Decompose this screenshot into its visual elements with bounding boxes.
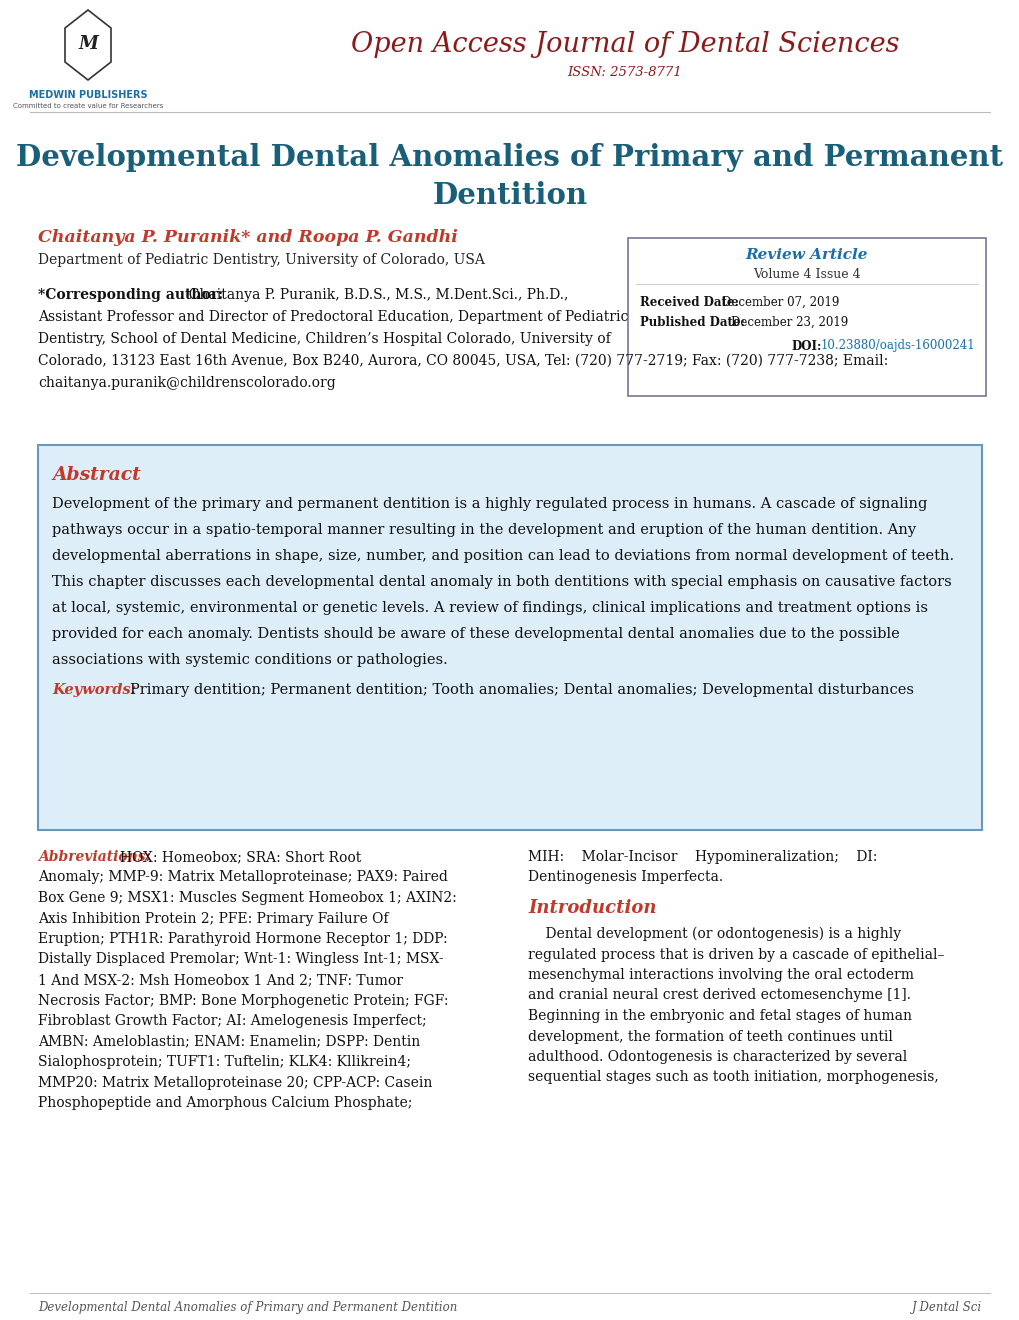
Text: Necrosis Factor; BMP: Bone Morphogenetic Protein; FGF:: Necrosis Factor; BMP: Bone Morphogenetic… <box>38 994 448 1007</box>
Text: ISSN: 2573-8771: ISSN: 2573-8771 <box>568 66 682 78</box>
Text: Sialophosprotein; TUFT1: Tuftelin; KLK4: Kllikrein4;: Sialophosprotein; TUFT1: Tuftelin; KLK4:… <box>38 1055 411 1069</box>
Text: Axis Inhibition Protein 2; PFE: Primary Failure Of: Axis Inhibition Protein 2; PFE: Primary … <box>38 912 388 925</box>
Text: adulthood. Odontogenesis is characterized by several: adulthood. Odontogenesis is characterize… <box>528 1049 906 1064</box>
Text: MIH:    Molar-Incisor    Hypomineralization;    DI:: MIH: Molar-Incisor Hypomineralization; D… <box>528 850 876 865</box>
Text: Development of the primary and permanent dentition is a highly regulated process: Development of the primary and permanent… <box>52 498 926 511</box>
Text: associations with systemic conditions or pathologies.: associations with systemic conditions or… <box>52 653 447 667</box>
Text: Distally Displaced Premolar; Wnt-1: Wingless Int-1; MSX-: Distally Displaced Premolar; Wnt-1: Wing… <box>38 953 443 966</box>
Text: Review Article: Review Article <box>745 248 867 261</box>
Text: 10.23880/oajds-16000241: 10.23880/oajds-16000241 <box>820 339 974 352</box>
Text: Received Date:: Received Date: <box>639 296 738 309</box>
FancyBboxPatch shape <box>38 445 981 830</box>
Text: Chaitanya P. Puranik* and Roopa P. Gandhi: Chaitanya P. Puranik* and Roopa P. Gandh… <box>38 230 458 247</box>
Text: chaitanya.puranik@childrenscolorado.org: chaitanya.puranik@childrenscolorado.org <box>38 376 335 389</box>
Text: MEDWIN PUBLISHERS: MEDWIN PUBLISHERS <box>29 90 147 100</box>
Text: pathways occur in a spatio-temporal manner resulting in the development and erup: pathways occur in a spatio-temporal mann… <box>52 523 915 537</box>
Text: Anomaly; MMP-9: Matrix Metalloproteinase; PAX9: Paired: Anomaly; MMP-9: Matrix Metalloproteinase… <box>38 870 447 884</box>
Text: Department of Pediatric Dentistry, University of Colorado, USA: Department of Pediatric Dentistry, Unive… <box>38 253 484 267</box>
Text: DOI:: DOI: <box>791 339 821 352</box>
Text: Published Date:: Published Date: <box>639 315 744 329</box>
Text: at local, systemic, environmental or genetic levels. A review of findings, clini: at local, systemic, environmental or gen… <box>52 601 927 615</box>
Text: Phosphopeptide and Amorphous Calcium Phosphate;: Phosphopeptide and Amorphous Calcium Pho… <box>38 1096 412 1110</box>
Text: sequential stages such as tooth initiation, morphogenesis,: sequential stages such as tooth initiati… <box>528 1071 937 1085</box>
Text: AMBN: Ameloblastin; ENAM: Enamelin; DSPP: Dentin: AMBN: Ameloblastin; ENAM: Enamelin; DSPP… <box>38 1035 420 1048</box>
Text: Volume 4 Issue 4: Volume 4 Issue 4 <box>752 268 860 281</box>
Text: developmental aberrations in shape, size, number, and position can lead to devia: developmental aberrations in shape, size… <box>52 549 953 564</box>
Text: HOX: Homeobox; SRA: Short Root: HOX: Homeobox; SRA: Short Root <box>120 850 361 865</box>
Text: Committed to create value for Researchers: Committed to create value for Researcher… <box>13 103 163 110</box>
Text: Assistant Professor and Director of Predoctoral Education, Department of Pediatr: Assistant Professor and Director of Pred… <box>38 310 628 323</box>
Text: and cranial neural crest derived ectomesenchyme [1].: and cranial neural crest derived ectomes… <box>528 989 910 1002</box>
Text: development, the formation of teeth continues until: development, the formation of teeth cont… <box>528 1030 892 1044</box>
Text: Dental development (or odontogenesis) is a highly: Dental development (or odontogenesis) is… <box>528 927 900 941</box>
Text: Abbreviations:: Abbreviations: <box>38 850 151 865</box>
Text: Keywords:: Keywords: <box>52 682 136 697</box>
Text: Beginning in the embryonic and fetal stages of human: Beginning in the embryonic and fetal sta… <box>528 1008 911 1023</box>
Text: provided for each anomaly. Dentists should be aware of these developmental denta: provided for each anomaly. Dentists shou… <box>52 627 899 642</box>
Text: regulated process that is driven by a cascade of epithelial–: regulated process that is driven by a ca… <box>528 948 944 961</box>
Text: MMP20: Matrix Metalloproteinase 20; CPP-ACP: Casein: MMP20: Matrix Metalloproteinase 20; CPP-… <box>38 1076 432 1089</box>
Text: Box Gene 9; MSX1: Muscles Segment Homeobox 1; AXIN2:: Box Gene 9; MSX1: Muscles Segment Homeob… <box>38 891 457 906</box>
Text: December 07, 2019: December 07, 2019 <box>721 296 839 309</box>
Text: Dentinogenesis Imperfecta.: Dentinogenesis Imperfecta. <box>528 870 722 884</box>
Text: mesenchymal interactions involving the oral ectoderm: mesenchymal interactions involving the o… <box>528 968 913 982</box>
Text: This chapter discusses each developmental dental anomaly in both dentitions with: This chapter discusses each developmenta… <box>52 576 951 589</box>
Text: Colorado, 13123 East 16th Avenue, Box B240, Aurora, CO 80045, USA, Tel: (720) 77: Colorado, 13123 East 16th Avenue, Box B2… <box>38 354 888 368</box>
Text: M: M <box>78 36 98 53</box>
Text: J Dental Sci: J Dental Sci <box>911 1302 981 1315</box>
FancyBboxPatch shape <box>628 238 985 396</box>
Text: December 23, 2019: December 23, 2019 <box>731 315 848 329</box>
Text: Developmental Dental Anomalies of Primary and Permanent Dentition: Developmental Dental Anomalies of Primar… <box>38 1302 457 1315</box>
Text: Fibroblast Growth Factor; AI: Amelogenesis Imperfect;: Fibroblast Growth Factor; AI: Amelogenes… <box>38 1014 426 1028</box>
Text: Eruption; PTH1R: Parathyroid Hormone Receptor 1; DDP:: Eruption; PTH1R: Parathyroid Hormone Rec… <box>38 932 447 946</box>
Text: Open Access Journal of Dental Sciences: Open Access Journal of Dental Sciences <box>351 32 899 58</box>
Text: Introduction: Introduction <box>528 899 656 917</box>
Text: Dentition: Dentition <box>432 181 587 210</box>
Text: Dentistry, School of Dental Medicine, Children’s Hospital Colorado, University o: Dentistry, School of Dental Medicine, Ch… <box>38 333 610 346</box>
Text: *Corresponding author:: *Corresponding author: <box>38 288 223 302</box>
Text: 1 And MSX-2: Msh Homeobox 1 And 2; TNF: Tumor: 1 And MSX-2: Msh Homeobox 1 And 2; TNF: … <box>38 973 403 987</box>
Text: Chaitanya P. Puranik, B.D.S., M.S., M.Dent.Sci., Ph.D.,: Chaitanya P. Puranik, B.D.S., M.S., M.De… <box>179 288 568 302</box>
Text: Developmental Dental Anomalies of Primary and Permanent: Developmental Dental Anomalies of Primar… <box>16 144 1003 173</box>
Text: Primary dentition; Permanent dentition; Tooth anomalies; Dental anomalies; Devel: Primary dentition; Permanent dentition; … <box>129 682 913 697</box>
Text: Abstract: Abstract <box>52 466 141 484</box>
